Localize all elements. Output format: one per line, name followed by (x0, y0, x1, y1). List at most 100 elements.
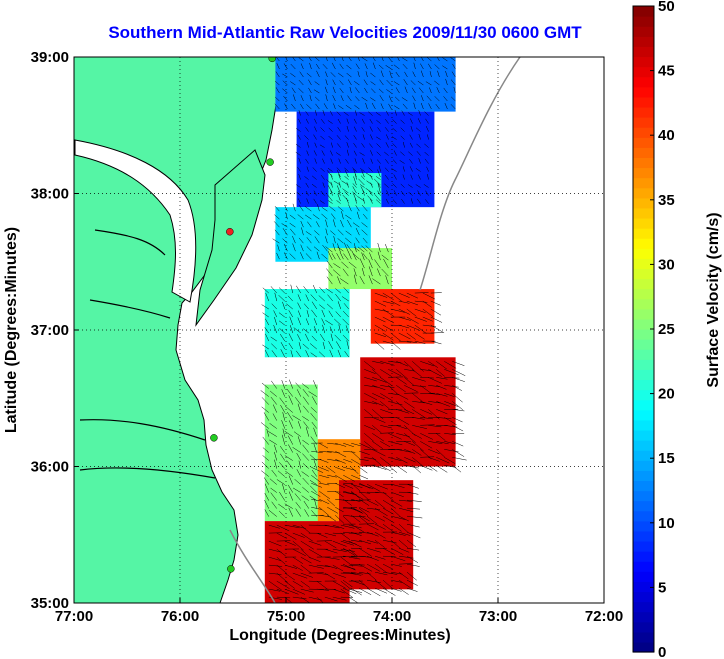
velocity-arrow (324, 524, 340, 529)
river-4 (79, 467, 216, 479)
velocity-arrow (430, 316, 443, 323)
velocity-arrow (371, 102, 376, 110)
velocity-arrow (361, 118, 365, 124)
velocity-arrow (406, 539, 417, 548)
velocity-arrow (357, 71, 360, 78)
velocity-arrow (274, 206, 280, 212)
velocity-arrow (409, 166, 413, 172)
velocity-arrow (319, 450, 332, 453)
velocity-arrow (426, 57, 432, 62)
velocity-arrow (305, 182, 309, 188)
velocity-arrow (364, 361, 376, 371)
velocity-arrow (314, 158, 317, 164)
velocity-arrow (347, 95, 352, 102)
velocity-arrow (311, 466, 324, 473)
velocity-arrow (428, 361, 439, 368)
velocity-arrow (264, 349, 270, 358)
velocity-arrow (436, 385, 447, 390)
velocity-arrow (337, 238, 344, 244)
velocity-arrow (366, 523, 379, 531)
colorbar-segment (633, 389, 654, 401)
colorbar-segment (633, 540, 654, 552)
velocity-arrow (276, 524, 290, 532)
velocity-arrow (297, 134, 301, 140)
velocity-arrow (268, 564, 283, 567)
velocity-arrow (284, 204, 288, 212)
velocity-arrow (311, 175, 317, 180)
chart-title: Southern Mid-Atlantic Raw Velocities 200… (108, 23, 582, 42)
velocity-arrow (350, 515, 366, 518)
velocity-arrow (358, 483, 374, 489)
x-tick-label: 74:00 (373, 608, 411, 625)
velocity-arrow (372, 57, 376, 62)
velocity-arrow (442, 57, 448, 62)
velocity-arrow (390, 563, 402, 567)
velocity-arrow (319, 304, 325, 310)
velocity-arrow (271, 501, 278, 509)
y-axis-label: Latitude (Degrees:Minutes) (3, 227, 20, 433)
velocity-arrow (328, 135, 333, 140)
velocity-arrow (365, 71, 368, 78)
velocity-arrow (393, 150, 397, 156)
velocity-arrow (413, 57, 416, 62)
velocity-arrow (303, 286, 309, 294)
velocity-arrow (420, 361, 435, 367)
velocity-arrow (335, 515, 344, 524)
velocity-arrow (335, 293, 341, 302)
velocity-arrow (310, 406, 317, 413)
velocity-arrow (372, 425, 382, 434)
velocity-arrow (370, 182, 373, 188)
velocity-arrow (313, 318, 318, 326)
velocity-arrow (368, 266, 373, 277)
velocity-arrow (380, 401, 390, 410)
velocity-arrow (290, 284, 294, 294)
velocity-arrow (295, 350, 302, 358)
velocity-arrow (296, 389, 302, 397)
velocity-arrow (346, 64, 352, 70)
velocity-arrow (329, 326, 334, 334)
velocity-arrow (363, 79, 368, 86)
x-tick-label: 72:00 (585, 608, 623, 625)
velocity-arrow (385, 65, 392, 70)
velocity-arrow (406, 332, 416, 340)
velocity-arrow (350, 579, 366, 586)
velocity-arrow (412, 425, 428, 429)
velocity-arrow (366, 571, 377, 581)
velocity-arrow (364, 441, 376, 451)
velocity-arrow (388, 385, 398, 394)
velocity-arrow (289, 214, 296, 220)
velocity-arrow (392, 159, 397, 164)
velocity-arrow (264, 509, 270, 517)
velocity-arrow (402, 57, 408, 62)
velocity-arrow (352, 222, 360, 228)
velocity-cell (339, 480, 414, 590)
velocity-arrow (330, 181, 333, 188)
velocity-arrow (325, 228, 328, 236)
velocity-arrow (266, 428, 270, 437)
velocity-arrow (345, 325, 350, 334)
velocity-arrow (293, 94, 296, 102)
velocity-arrow (377, 268, 381, 277)
velocity-arrow (350, 571, 364, 575)
velocity-arrow (292, 447, 301, 453)
velocity-arrow (368, 259, 373, 269)
velocity-arrow (382, 523, 395, 533)
velocity-arrow (311, 309, 317, 318)
velocity-arrow (336, 253, 341, 261)
colorbar-segment (633, 106, 654, 118)
velocity-arrow (276, 572, 288, 583)
velocity-arrow (279, 328, 285, 334)
velocity-arrow (374, 555, 386, 560)
velocity-arrow (311, 335, 317, 342)
velocity-arrow (351, 250, 357, 261)
velocity-arrow (410, 174, 413, 180)
velocity-arrow (388, 457, 402, 461)
velocity-arrow (320, 167, 325, 172)
velocity-arrow (382, 332, 394, 341)
velocity-arrow (428, 393, 441, 395)
velocity-arrow (359, 466, 368, 474)
velocity-arrow (287, 435, 294, 445)
velocity-arrow (404, 377, 415, 386)
colorbar-segment (633, 217, 654, 229)
velocity-arrow (343, 458, 353, 463)
